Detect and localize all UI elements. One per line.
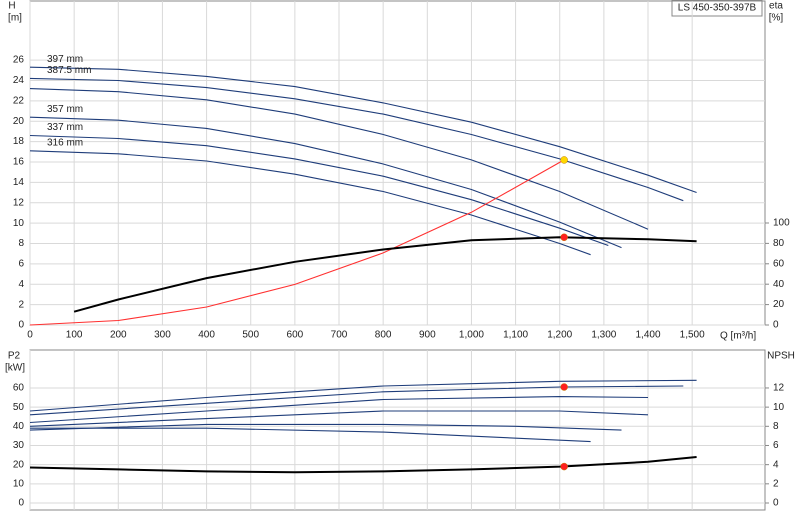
- curve: [29, 410, 649, 427]
- y2-axis-label: eta: [769, 1, 783, 12]
- curve: [29, 456, 697, 474]
- y-axis-label: H: [8, 1, 15, 12]
- x-tick-label: 1,500: [680, 330, 705, 341]
- y-tick-label: 26: [13, 55, 25, 66]
- curve: [73, 236, 697, 313]
- y-tick-label: 10: [13, 478, 25, 489]
- curve: [29, 396, 649, 424]
- y2-axis-label: NPSH: [767, 351, 795, 362]
- x-tick-label: 600: [287, 330, 304, 341]
- duty-point: [560, 233, 568, 242]
- curve: [29, 66, 697, 194]
- x-tick-label: 1,200: [547, 330, 572, 341]
- y2-tick-label: 80: [773, 238, 785, 249]
- curve: [29, 159, 565, 326]
- curve-label: 387.5 mm: [47, 65, 91, 76]
- duty-point: [560, 462, 568, 471]
- y-tick-label: 8: [18, 238, 24, 249]
- y2-tick-label: 40: [773, 279, 785, 290]
- y2-tick-label: 10: [773, 402, 785, 413]
- y2-tick-label: 0: [773, 320, 779, 331]
- curve: [29, 134, 609, 247]
- y2-tick-label: 0: [773, 498, 779, 509]
- y-axis-label: P2: [8, 351, 21, 362]
- y-tick-label: 12: [13, 197, 25, 208]
- x-tick-label: 1,100: [503, 330, 528, 341]
- title-box: [671, 0, 763, 17]
- x-tick-label: 800: [375, 330, 392, 341]
- y2-tick-label: 100: [773, 218, 790, 229]
- y-tick-label: 18: [13, 136, 25, 147]
- x-tick-label: 200: [110, 330, 127, 341]
- x-tick-label: 1,300: [591, 330, 616, 341]
- plot-frame: [29, 0, 766, 326]
- curve: [29, 116, 622, 249]
- y-tick-label: 30: [13, 440, 25, 451]
- y-tick-label: 16: [13, 157, 25, 168]
- curve-label: 357 mm: [47, 104, 83, 115]
- plot-frame: [29, 349, 766, 511]
- y-axis-unit: [kW]: [5, 363, 25, 374]
- y-tick-label: 4: [18, 279, 24, 290]
- y2-tick-label: 4: [773, 459, 779, 470]
- y-axis-unit: [m]: [8, 13, 22, 24]
- chart-title: LS 450-350-397B: [678, 3, 757, 14]
- x-axis-label: Q [m³/h]: [720, 331, 756, 342]
- duty-point: [560, 156, 568, 164]
- y-tick-label: 20: [13, 116, 25, 127]
- y2-tick-label: 8: [773, 421, 779, 432]
- y-tick-label: 22: [13, 95, 25, 106]
- y2-tick-label: 2: [773, 478, 779, 489]
- x-tick-label: 1,000: [459, 330, 484, 341]
- x-tick-label: 500: [242, 330, 259, 341]
- y-tick-label: 0: [18, 320, 24, 331]
- x-tick-label: 400: [198, 330, 215, 341]
- y-tick-label: 40: [13, 421, 25, 432]
- y2-tick-label: 60: [773, 258, 785, 269]
- x-tick-label: 900: [419, 330, 436, 341]
- y2-tick-label: 6: [773, 440, 779, 451]
- x-tick-label: 0: [27, 330, 33, 341]
- x-tick-label: 700: [331, 330, 348, 341]
- y-tick-label: 14: [13, 177, 25, 188]
- y2-tick-label: 20: [773, 299, 785, 310]
- y-tick-label: 50: [13, 402, 25, 413]
- duty-point: [560, 383, 568, 391]
- y-tick-label: 10: [13, 218, 25, 229]
- curve: [29, 385, 684, 416]
- y2-tick-label: 12: [773, 383, 785, 394]
- curve-label: 397 mm: [47, 54, 83, 65]
- y-tick-label: 20: [13, 459, 25, 470]
- curve: [30, 427, 591, 443]
- curve-label: 316 mm: [47, 137, 83, 148]
- y-tick-label: 0: [18, 498, 24, 509]
- x-tick-label: 1,400: [636, 330, 661, 341]
- x-tick-label: 100: [66, 330, 83, 341]
- curve: [29, 77, 684, 202]
- y-tick-label: 2: [18, 299, 24, 310]
- y-tick-label: 24: [13, 75, 25, 86]
- curve: [29, 423, 622, 431]
- curve-label: 337 mm: [47, 122, 83, 133]
- y-tick-label: 6: [18, 259, 24, 270]
- curve: [29, 379, 697, 412]
- x-tick-label: 300: [154, 330, 171, 341]
- y-tick-label: 60: [13, 383, 25, 394]
- y2-axis-unit: [%]: [769, 13, 784, 24]
- curve: [29, 88, 649, 230]
